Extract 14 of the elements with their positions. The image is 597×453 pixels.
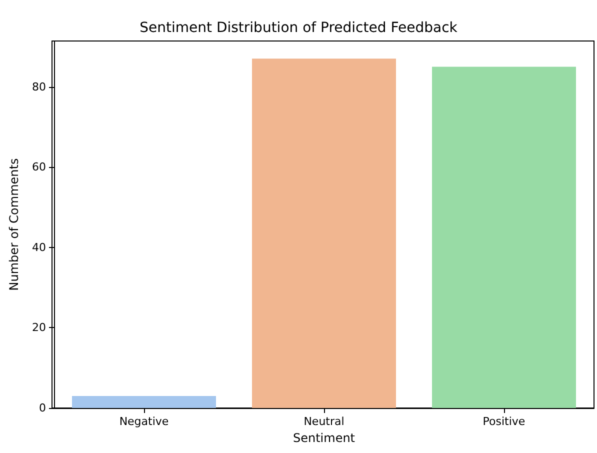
x-tick-label: Positive <box>482 415 526 428</box>
x-tick-label: Neutral <box>304 415 344 428</box>
y-axis-title: Number of Comments <box>7 158 21 291</box>
x-axis-title: Sentiment <box>292 431 356 445</box>
y-tick-label: 40 <box>32 240 46 254</box>
chart-title: Sentiment Distribution of Predicted Feedback <box>140 20 458 36</box>
bar <box>72 396 216 408</box>
x-tick-label: Negative <box>119 415 169 428</box>
y-tick-label: 0 <box>39 402 46 414</box>
bar <box>432 66 576 408</box>
y-tick-label: 60 <box>32 160 46 174</box>
y-tick-label: 80 <box>32 80 46 94</box>
y-tick-label: 20 <box>32 321 46 334</box>
bar <box>252 58 396 408</box>
